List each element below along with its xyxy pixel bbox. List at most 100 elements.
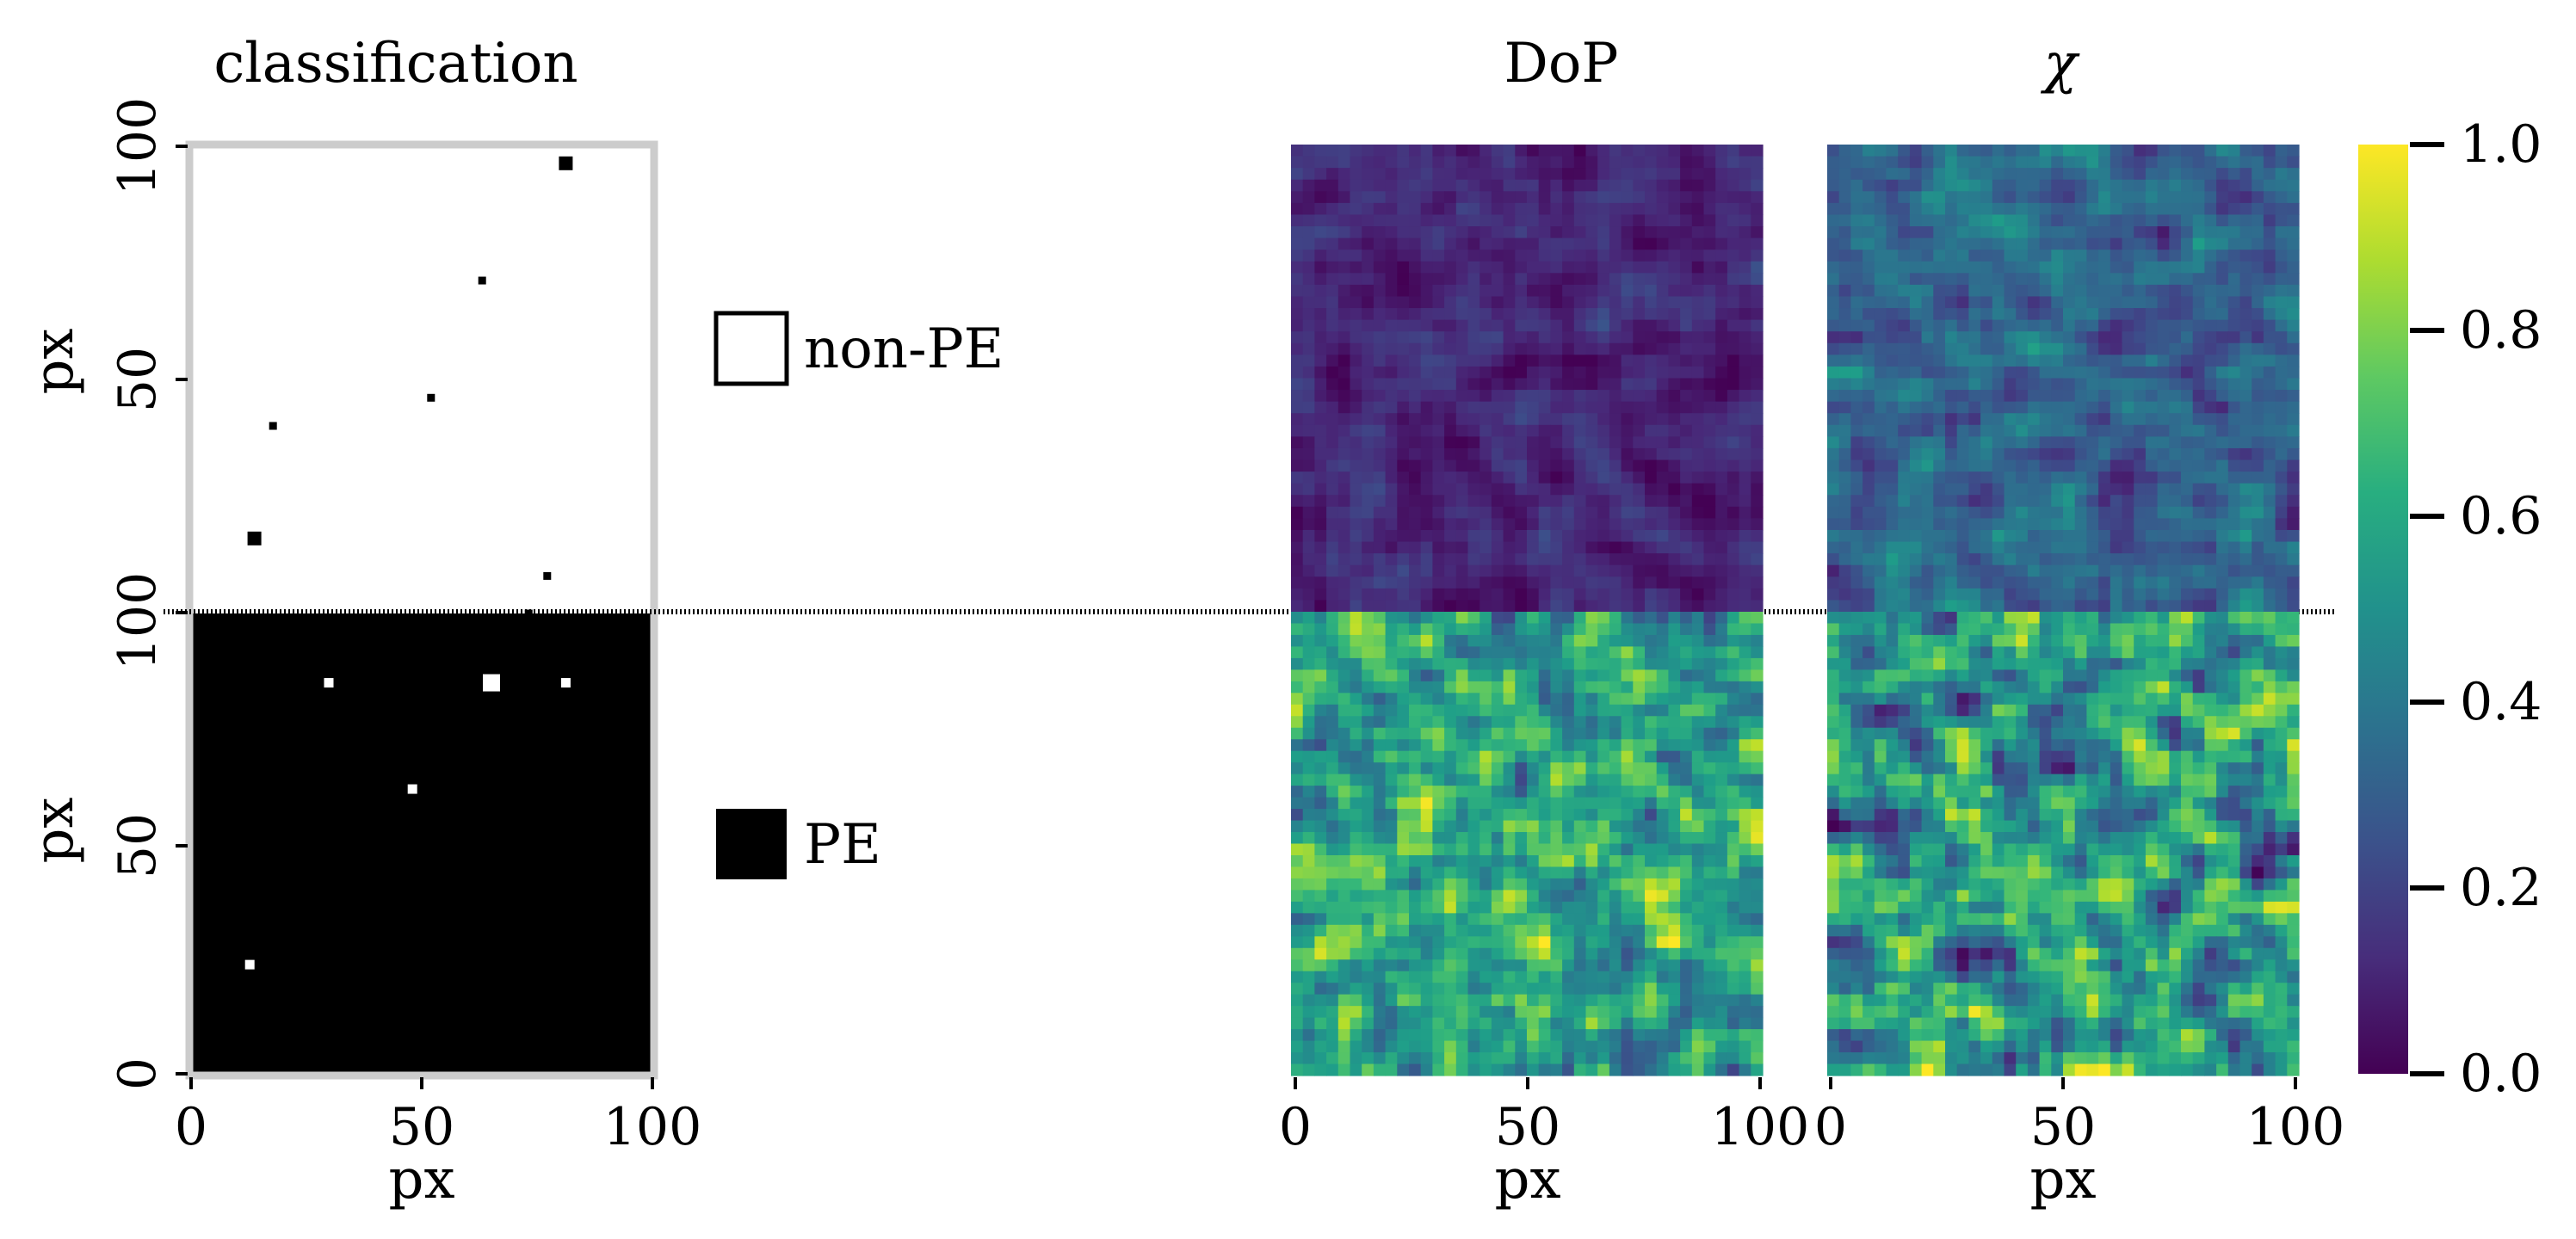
heatmap-cell	[1921, 472, 1934, 484]
heatmap-cell	[2063, 564, 2076, 577]
heatmap-cell	[1291, 378, 1304, 391]
heatmap-cell	[1727, 704, 1740, 717]
heatmap-cell	[1302, 936, 1315, 949]
heatmap-cell	[2192, 308, 2205, 321]
heatmap-cell	[1680, 1017, 1693, 1030]
heatmap-cell	[1397, 994, 1410, 1007]
heatmap-cell	[2192, 518, 2205, 531]
heatmap-cell	[1491, 424, 1504, 437]
heatmap-cell	[1444, 447, 1457, 461]
heatmap-cell	[1850, 179, 1863, 192]
heatmap-cell	[1385, 308, 1398, 321]
heatmap-cell	[2275, 145, 2288, 157]
heatmap-cell	[1968, 342, 1981, 355]
heatmap-cell	[2192, 331, 2205, 344]
heatmap-cell	[1968, 296, 1981, 309]
heatmap-cell	[2287, 413, 2300, 426]
heatmap-cell	[2287, 612, 2300, 625]
heatmap-cell	[1850, 390, 1863, 403]
heatmap-cell	[1350, 413, 1362, 426]
heatmap-cell	[1703, 447, 1716, 461]
heatmap-cell	[1968, 623, 1981, 636]
heatmap-cell	[1314, 529, 1327, 543]
heatmap-cell	[1373, 226, 1387, 239]
heatmap-cell	[2169, 237, 2182, 250]
heatmap-cell	[1680, 284, 1693, 298]
heatmap-cell	[1609, 250, 1622, 262]
heatmap-cell	[2263, 156, 2276, 169]
heatmap-cell	[1550, 890, 1563, 903]
heatmap-cell	[1515, 483, 1528, 496]
heatmap-cell	[1432, 308, 1445, 321]
heatmap-cell	[1326, 459, 1339, 472]
heatmap-cell	[1480, 553, 1492, 566]
heatmap-cell	[1727, 843, 1740, 856]
outlier-bottom	[407, 784, 417, 794]
heatmap-cell	[1467, 983, 1480, 996]
heatmap-cell	[1956, 472, 1969, 484]
heatmap-cell	[1585, 518, 1598, 531]
heatmap-cell	[1302, 971, 1315, 983]
heatmap-cell	[1827, 447, 1840, 461]
heatmap-cell	[1515, 1052, 1528, 1065]
heatmap-cell	[2098, 273, 2111, 286]
heatmap-cell	[1314, 612, 1327, 625]
heatmap-cell	[1397, 179, 1410, 192]
heatmap-cell	[1633, 518, 1646, 531]
heatmap-cell	[1420, 483, 1433, 496]
heatmap-cell	[1432, 331, 1445, 344]
heatmap-cell	[1538, 495, 1551, 508]
heatmap-cell	[1956, 145, 1969, 157]
heatmap-cell	[1827, 296, 1840, 309]
heatmap-cell	[1597, 774, 1610, 786]
heatmap-cell	[1751, 854, 1764, 868]
heatmap-cell	[2169, 296, 2182, 309]
heatmap-cell	[1515, 401, 1528, 414]
heatmap-cell	[1397, 331, 1410, 344]
heatmap-cell	[1527, 634, 1540, 648]
heatmap-cell	[1491, 681, 1504, 693]
heatmap-cell	[1350, 983, 1362, 996]
heatmap-cell	[1467, 959, 1480, 972]
heatmap-cell	[1420, 959, 1433, 972]
heatmap-cell	[2287, 472, 2300, 484]
heatmap-cell	[1909, 541, 1923, 554]
heatmap-cell	[1633, 600, 1646, 613]
heatmap-cell	[1373, 1006, 1387, 1019]
heatmap-cell	[1491, 913, 1504, 926]
heatmap-cell	[1337, 843, 1351, 856]
heatmap-cell	[2039, 634, 2052, 648]
heatmap-cell	[1314, 669, 1327, 682]
heatmap-cell	[1739, 1029, 1751, 1042]
heatmap-cell	[1491, 518, 1504, 531]
heatmap-cell	[1933, 226, 1946, 239]
heatmap-cell	[1562, 646, 1575, 659]
heatmap-cell	[1432, 261, 1445, 274]
heatmap-cell	[1909, 390, 1923, 403]
heatmap-cell	[1373, 727, 1387, 740]
heatmap-cell	[1291, 168, 1304, 181]
heatmap-cell	[1385, 319, 1398, 332]
heatmap-cell	[1527, 331, 1540, 344]
heatmap-cell	[1633, 1017, 1646, 1030]
heatmap-cell	[1480, 518, 1492, 531]
heatmap-cell	[2122, 588, 2134, 601]
heatmap-cell	[1838, 459, 1851, 472]
heatmap-cell	[2122, 401, 2134, 414]
heatmap-cell	[1656, 413, 1669, 426]
heatmap-cell	[1645, 1017, 1658, 1030]
heatmap-cell	[1550, 541, 1563, 554]
heatmap-cell	[1703, 739, 1716, 752]
heatmap-cell	[1863, 226, 1875, 239]
heatmap-cell	[1573, 145, 1587, 157]
heatmap-cell	[1656, 600, 1669, 613]
heatmap-cell	[1527, 1052, 1540, 1065]
heatmap-cell	[2004, 308, 2017, 321]
heatmap-cell	[2192, 436, 2205, 449]
heatmap-cell	[2110, 273, 2123, 286]
heatmap-cell	[1373, 459, 1387, 472]
heatmap-cell	[1515, 657, 1528, 670]
heatmap-cell	[1432, 832, 1445, 845]
heatmap-cell	[1863, 145, 1875, 157]
heatmap-cell	[2145, 623, 2159, 636]
